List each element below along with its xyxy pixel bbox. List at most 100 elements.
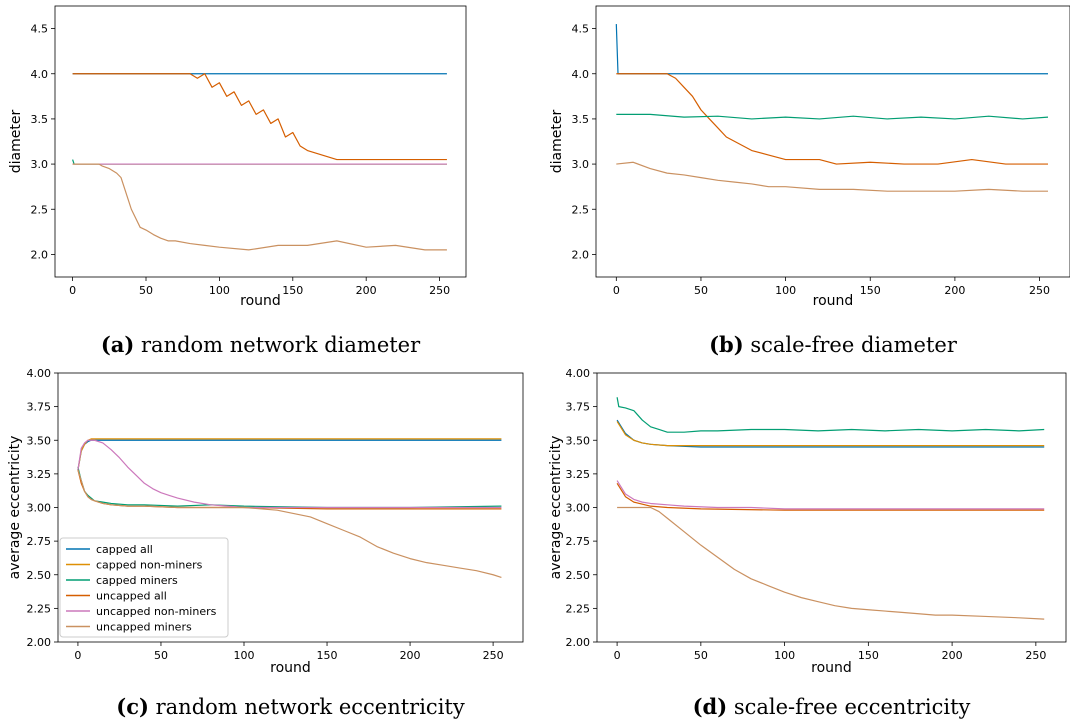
x-axis-label: round (240, 293, 281, 309)
y-tick-label: 2.00 (27, 636, 52, 649)
y-tick-label: 3.5 (572, 113, 590, 126)
y-tick-label: 2.75 (566, 535, 591, 548)
x-tick-label: 0 (613, 284, 620, 297)
y-tick-label: 3.50 (566, 434, 591, 447)
series-line-uncapped-miners (617, 506, 1045, 620)
x-tick-label: 50 (139, 284, 153, 297)
subfigure-caption: (d) scale-free eccentricity (693, 694, 971, 719)
y-tick-label: 4.5 (31, 23, 49, 36)
series-line-capped-all (616, 419, 1045, 448)
x-tick-label: 100 (209, 284, 230, 297)
legend-label: capped all (96, 543, 153, 556)
series-line-uncapped-non-miners (616, 480, 1045, 510)
y-tick-label: 3.5 (31, 113, 49, 126)
x-tick-label: 150 (858, 649, 879, 662)
subfigure-caption: (c) random network eccentricity (116, 694, 465, 719)
plot-frame (54, 5, 467, 278)
caption-text: scale-free eccentricity (734, 695, 971, 719)
y-axis-label: diameter (549, 110, 565, 174)
x-axis-label: round (813, 293, 854, 309)
x-tick-label: 50 (694, 649, 708, 662)
series-line-s5 (72, 163, 447, 251)
series-line-capped-non-miners (77, 438, 502, 470)
y-tick-label: 3.25 (566, 468, 591, 481)
y-tick-label: 2.25 (566, 602, 591, 615)
series-line-uncapped-all (77, 469, 502, 510)
x-tick-label: 50 (694, 284, 708, 297)
caption-text: random network diameter (141, 333, 421, 357)
x-tick-label: 150 (282, 284, 303, 297)
y-tick-label: 3.0 (31, 158, 49, 171)
y-tick-label: 3.00 (27, 502, 52, 515)
caption-letter: (a) (101, 332, 134, 357)
chart-panel-b: 0 50 100 150 200 250 2.0 2.5 3.0 3.5 4.0 4.5 round di… (549, 5, 1070, 357)
legend: capped all capped non-miners capped miners… (59, 537, 229, 638)
y-tick-label: 4.00 (566, 367, 591, 380)
y-axis-label: average eccentricity (7, 436, 23, 580)
y-axis-label: diameter (8, 110, 24, 174)
legend-label: capped non-miners (96, 559, 203, 572)
caption-letter: (b) (709, 332, 744, 357)
x-tick-label: 200 (942, 649, 963, 662)
x-axis-label: round (270, 660, 311, 676)
series-line-uncapped-miners (77, 469, 502, 579)
x-tick-label: 250 (1029, 284, 1050, 297)
x-tick-label: 250 (483, 649, 504, 662)
x-tick-label: 0 (69, 284, 76, 297)
caption-text: random network eccentricity (156, 695, 465, 719)
y-tick-label: 2.25 (27, 602, 52, 615)
subfigure-caption: (b) scale-free diameter (709, 332, 958, 357)
x-tick-label: 100 (234, 649, 255, 662)
y-tick-label: 2.50 (566, 569, 591, 582)
y-tick-label: 3.50 (27, 434, 52, 447)
y-tick-label: 2.5 (31, 203, 49, 216)
x-tick-label: 250 (1025, 649, 1046, 662)
plot-frame (595, 5, 1070, 278)
legend-label: uncapped miners (96, 621, 192, 634)
y-tick-label: 2.75 (27, 535, 52, 548)
series-line-capped-all (77, 439, 502, 470)
y-tick-label: 3.0 (572, 158, 590, 171)
series-line-s1 (72, 73, 447, 161)
chart-panel-c: 0 50 100 150 200 250 2.00 2.25 2.50 2.75 3.00 3.25 3… (7, 367, 524, 719)
x-tick-label: 0 (74, 649, 81, 662)
x-tick-label: 100 (775, 284, 796, 297)
y-tick-label: 2.5 (572, 203, 590, 216)
caption-letter: (d) (693, 694, 728, 719)
y-tick-label: 2.50 (27, 569, 52, 582)
series-line-capped-non-miners (616, 421, 1045, 447)
caption-letter: (c) (116, 694, 149, 719)
legend-label: capped miners (96, 574, 178, 587)
x-tick-label: 100 (774, 649, 795, 662)
y-tick-label: 4.0 (31, 68, 49, 81)
y-tick-label: 2.00 (566, 636, 591, 649)
x-tick-label: 0 (614, 649, 621, 662)
x-tick-label: 200 (400, 649, 421, 662)
x-tick-label: 200 (944, 284, 965, 297)
caption-text: scale-free diameter (750, 333, 958, 357)
series-line-s0 (615, 24, 1048, 75)
x-tick-label: 150 (317, 649, 338, 662)
series-line-s1 (616, 73, 1048, 165)
legend-label: uncapped all (96, 590, 167, 603)
y-tick-label: 3.75 (566, 401, 591, 414)
y-tick-label: 4.0 (572, 68, 590, 81)
series-line-s2 (72, 159, 447, 165)
subfigure-caption: (a) random network diameter (101, 332, 421, 357)
y-tick-label: 4.5 (572, 23, 590, 36)
series-line-s3 (616, 161, 1048, 192)
x-tick-label: 250 (429, 284, 450, 297)
y-axis-label: average eccentricity (548, 436, 564, 580)
y-tick-label: 2.0 (572, 248, 590, 261)
y-tick-label: 3.25 (27, 468, 52, 481)
series-line-s2 (616, 113, 1049, 120)
chart-panel-d: 0 50 100 150 200 250 2.00 2.25 2.50 2.75 3.00 3.25 3… (548, 367, 1067, 719)
series-line-capped-miners (77, 467, 502, 509)
legend-box (59, 537, 229, 638)
y-tick-label: 2.0 (31, 248, 49, 261)
chart-panel-a: 0 50 100 150 200 250 2.0 2.5 3.0 3.5 4.0 4.5 round di… (8, 5, 467, 357)
y-tick-label: 3.00 (566, 502, 591, 515)
x-tick-label: 150 (860, 284, 881, 297)
legend-label: uncapped non-miners (96, 605, 217, 618)
